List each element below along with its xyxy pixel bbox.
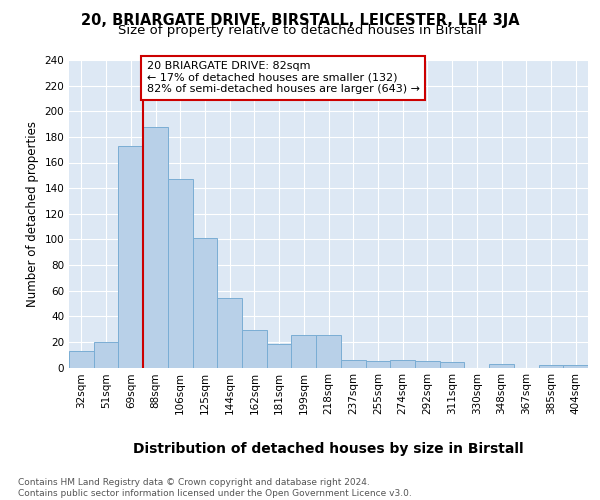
Text: Distribution of detached houses by size in Birstall: Distribution of detached houses by size … bbox=[133, 442, 524, 456]
Bar bbox=[242, 330, 267, 368]
Bar bbox=[415, 361, 440, 368]
Bar bbox=[94, 342, 118, 367]
Bar bbox=[292, 336, 316, 368]
Bar bbox=[118, 146, 143, 368]
Bar bbox=[69, 351, 94, 368]
Bar bbox=[390, 360, 415, 368]
Text: 20 BRIARGATE DRIVE: 82sqm
← 17% of detached houses are smaller (132)
82% of semi: 20 BRIARGATE DRIVE: 82sqm ← 17% of detac… bbox=[147, 62, 420, 94]
Bar bbox=[193, 238, 217, 368]
Bar bbox=[440, 362, 464, 368]
Bar bbox=[341, 360, 365, 368]
Bar bbox=[316, 336, 341, 368]
Bar bbox=[217, 298, 242, 368]
Bar bbox=[563, 365, 588, 368]
Y-axis label: Number of detached properties: Number of detached properties bbox=[26, 120, 39, 306]
Text: Contains HM Land Registry data © Crown copyright and database right 2024.
Contai: Contains HM Land Registry data © Crown c… bbox=[18, 478, 412, 498]
Bar bbox=[267, 344, 292, 368]
Bar bbox=[168, 179, 193, 368]
Bar bbox=[143, 126, 168, 368]
Bar bbox=[489, 364, 514, 368]
Text: 20, BRIARGATE DRIVE, BIRSTALL, LEICESTER, LE4 3JA: 20, BRIARGATE DRIVE, BIRSTALL, LEICESTER… bbox=[80, 12, 520, 28]
Text: Size of property relative to detached houses in Birstall: Size of property relative to detached ho… bbox=[118, 24, 482, 37]
Bar bbox=[539, 365, 563, 368]
Bar bbox=[365, 361, 390, 368]
